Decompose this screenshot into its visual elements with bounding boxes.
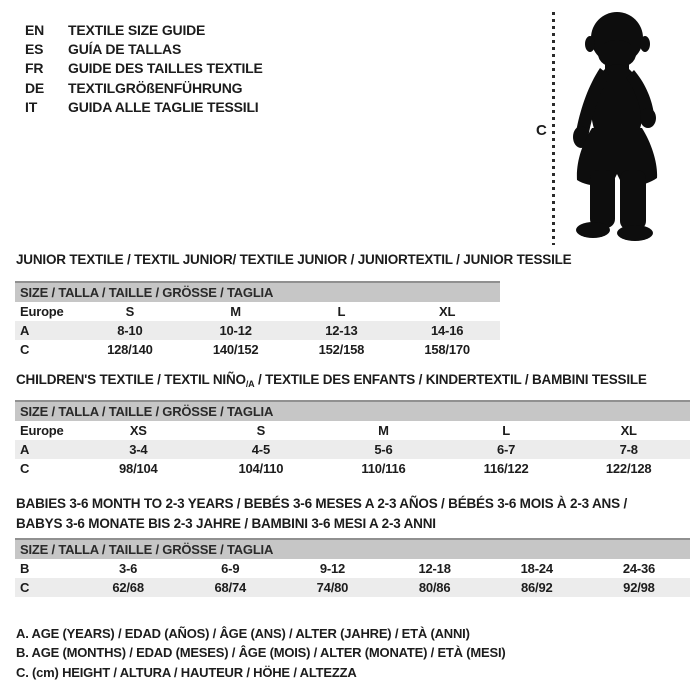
language-code: FR bbox=[25, 60, 44, 77]
size-cell: XL bbox=[620, 423, 637, 438]
children-title-prefix: CHILDREN'S TEXTILE / TEXTIL NIÑO bbox=[16, 372, 246, 387]
row-label: A bbox=[20, 442, 30, 457]
legend-line-a: A. AGE (YEARS) / EDAD (AÑOS) / ÂGE (ANS)… bbox=[16, 626, 470, 641]
size-cell: 14-16 bbox=[431, 323, 464, 338]
row-label: C bbox=[20, 342, 30, 357]
language-label: GUÍA DE TALLAS bbox=[68, 40, 182, 57]
size-cell: 5-6 bbox=[374, 442, 393, 457]
table-row-europe: Europe XS S M L XL bbox=[15, 421, 690, 440]
row-label: C bbox=[20, 580, 30, 595]
size-cell: 140/152 bbox=[212, 342, 259, 357]
babies-size-table: SIZE / TALLA / TAILLE / GRÖSSE / TAGLIA … bbox=[15, 538, 690, 597]
size-header: SIZE / TALLA / TAILLE / GRÖSSE / TAGLIA bbox=[15, 538, 690, 559]
language-list: EN TEXTILE SIZE GUIDE ES GUÍA DE TALLAS … bbox=[25, 20, 263, 116]
row-label: Europe bbox=[20, 304, 64, 319]
size-cell: S bbox=[256, 423, 266, 438]
toddler-silhouette-icon bbox=[573, 12, 658, 241]
size-cell: L bbox=[502, 423, 510, 438]
legend-line-c: C. (cm) HEIGHT / ALTURA / HAUTEUR / HÖHE… bbox=[16, 664, 357, 680]
size-cell: 10-12 bbox=[219, 323, 252, 338]
junior-size-table: SIZE / TALLA / TAILLE / GRÖSSE / TAGLIA … bbox=[15, 281, 500, 359]
size-cell: L bbox=[337, 304, 346, 319]
legend-line-b: B. AGE (MONTHS) / EDAD (MESES) / ÂGE (MO… bbox=[16, 645, 506, 661]
size-cell: 62/68 bbox=[112, 580, 144, 595]
size-cell: 74/80 bbox=[316, 580, 349, 595]
size-cell: 3-4 bbox=[129, 442, 148, 457]
size-cell: 116/122 bbox=[483, 461, 529, 476]
size-cell: 68/74 bbox=[214, 580, 247, 595]
size-cell: 6-7 bbox=[496, 442, 516, 457]
size-cell: 92/98 bbox=[623, 580, 655, 595]
size-cell: 7-8 bbox=[619, 442, 638, 457]
row-label: A bbox=[20, 323, 30, 338]
size-figure: C bbox=[530, 8, 695, 248]
size-cell: 18-24 bbox=[520, 561, 553, 576]
size-cell: S bbox=[125, 304, 135, 319]
language-code: DE bbox=[25, 79, 45, 96]
language-label: TEXTILGRÖßENFÜHRUNG bbox=[68, 79, 243, 96]
size-cell: 98/104 bbox=[119, 461, 158, 476]
size-cell: M bbox=[378, 423, 389, 438]
size-cell: 128/140 bbox=[107, 342, 153, 357]
size-cell: 12-18 bbox=[418, 561, 451, 576]
size-cell: M bbox=[230, 304, 241, 319]
size-cell: 104/110 bbox=[238, 461, 284, 476]
size-cell: 4-5 bbox=[251, 442, 270, 457]
language-row-en: EN TEXTILE SIZE GUIDE bbox=[25, 20, 263, 39]
size-cell: 24-36 bbox=[622, 561, 656, 576]
table-row-height-cm: C 62/68 68/74 74/80 80/86 86/92 92/98 bbox=[15, 578, 690, 597]
size-cell: 110/116 bbox=[361, 461, 406, 476]
size-header: SIZE / TALLA / TAILLE / GRÖSSE / TAGLIA bbox=[15, 281, 500, 302]
size-cell: XS bbox=[129, 423, 147, 438]
row-label: C bbox=[20, 461, 30, 476]
table-row-age-years: A 8-10 10-12 12-13 14-16 bbox=[15, 321, 500, 340]
height-measure-dotted-line bbox=[552, 12, 555, 245]
language-label: TEXTILE SIZE GUIDE bbox=[68, 21, 206, 38]
babies-table-title: BABIES 3-6 MONTH TO 2-3 YEARS / BEBÉS 3-… bbox=[16, 494, 627, 534]
table-row-age-years: A 3-4 4-5 5-6 6-7 7-8 bbox=[15, 440, 690, 459]
measurement-legend: A. AGE (YEARS) / EDAD (AÑOS) / ÂGE (ANS)… bbox=[16, 624, 506, 682]
row-label: Europe bbox=[20, 423, 64, 438]
babies-title-line1: BABIES 3-6 MONTH TO 2-3 YEARS / BEBÉS 3-… bbox=[16, 496, 627, 511]
row-label: B bbox=[20, 561, 30, 576]
language-code: IT bbox=[25, 98, 38, 115]
measure-label-c: C bbox=[536, 122, 547, 139]
children-title-subscript: /A bbox=[245, 379, 255, 389]
table-row-height-cm: C 98/104 104/110 110/116 116/122 122/128 bbox=[15, 459, 690, 478]
size-cell: 80/86 bbox=[418, 580, 451, 595]
table-row-age-months: B 3-6 6-9 9-12 12-18 18-24 24-36 bbox=[15, 559, 690, 578]
babies-title-line2: BABYS 3-6 MONATE BIS 2-3 JAHRE / BAMBINI… bbox=[16, 516, 436, 531]
language-row-de: DE TEXTILGRÖßENFÜHRUNG bbox=[25, 78, 263, 97]
children-size-table: SIZE / TALLA / TAILLE / GRÖSSE / TAGLIA … bbox=[15, 400, 690, 478]
size-cell: 122/128 bbox=[605, 461, 652, 476]
children-title-suffix: / TEXTILE DES ENFANTS / KINDERTEXTIL / B… bbox=[254, 372, 647, 387]
size-cell: 12-13 bbox=[325, 323, 358, 338]
size-cell: 152/158 bbox=[318, 342, 365, 357]
size-cell: 8-10 bbox=[117, 323, 143, 338]
language-code: ES bbox=[25, 40, 44, 57]
table-row-height-cm: C 128/140 140/152 152/158 158/170 bbox=[15, 340, 500, 359]
language-label: GUIDE DES TAILLES TEXTILE bbox=[68, 60, 263, 77]
size-cell: 6-9 bbox=[221, 561, 240, 576]
language-code: EN bbox=[25, 21, 45, 38]
language-row-fr: FR GUIDE DES TAILLES TEXTILE bbox=[25, 59, 263, 78]
size-header: SIZE / TALLA / TAILLE / GRÖSSE / TAGLIA bbox=[15, 400, 690, 421]
junior-table-title: JUNIOR TEXTILE / TEXTIL JUNIOR/ TEXTILE … bbox=[16, 252, 572, 267]
size-cell: 9-12 bbox=[319, 561, 346, 576]
size-cell: 158/170 bbox=[424, 342, 470, 357]
table-row-europe: Europe S M L XL bbox=[15, 302, 500, 321]
size-cell: 86/92 bbox=[521, 580, 553, 595]
size-cell: 3-6 bbox=[118, 561, 138, 576]
size-cell: XL bbox=[439, 304, 456, 319]
language-row-it: IT GUIDA ALLE TAGLIE TESSILI bbox=[25, 97, 263, 116]
language-label: GUIDA ALLE TAGLIE TESSILI bbox=[68, 98, 259, 115]
children-table-title: CHILDREN'S TEXTILE / TEXTIL NIÑO/A / TEX… bbox=[16, 372, 647, 389]
language-row-es: ES GUÍA DE TALLAS bbox=[25, 39, 263, 58]
